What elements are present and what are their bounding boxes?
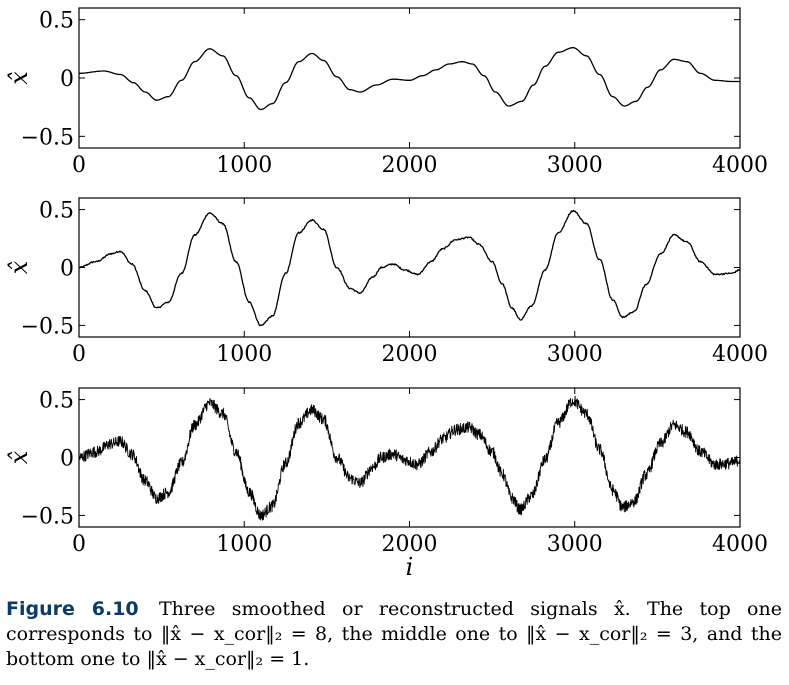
plot-frame-bottom bbox=[78, 387, 741, 528]
x-tick-label-bottom-4: 4000 bbox=[712, 532, 768, 557]
y-tick-label-middle-1: 0 bbox=[60, 257, 74, 282]
x-tick-label-bottom-1: 1000 bbox=[216, 532, 272, 557]
y-axis-label-bottom: x̂ bbox=[5, 450, 33, 464]
y-tick-label-bottom-1: 0 bbox=[60, 447, 74, 472]
x-tick-label-top-4: 4000 bbox=[712, 153, 768, 178]
y-tick-label-bottom-0: −0.5 bbox=[21, 504, 74, 529]
x-tick-label-middle-2: 2000 bbox=[382, 342, 438, 367]
x-tick-label-middle-3: 3000 bbox=[547, 342, 603, 367]
series-line-top bbox=[79, 47, 740, 111]
y-tick-label-middle-0: −0.5 bbox=[21, 314, 74, 339]
y-tick-label-top-1: 0 bbox=[60, 67, 74, 92]
x-tick-label-bottom-2: 2000 bbox=[382, 532, 438, 557]
caption-label: Figure 6.10 bbox=[6, 598, 139, 620]
plot-frame-top bbox=[78, 7, 741, 149]
x-tick-label-top-2: 2000 bbox=[382, 153, 438, 178]
x-tick-label-middle-0: 0 bbox=[72, 342, 86, 367]
x-axis-label: i bbox=[406, 553, 414, 581]
series-line-bottom bbox=[78, 395, 741, 521]
figure-plots: 0 1000 2000 3000 4000 −0.5 0 0.5 x̂ 0 1000 2000 3000… bbox=[5, 7, 768, 581]
x-tick-label-top-3: 3000 bbox=[547, 153, 603, 178]
y-tick-label-top-2: 0.5 bbox=[39, 9, 74, 34]
y-tick-label-middle-2: 0.5 bbox=[39, 199, 74, 224]
x-tick-label-bottom-3: 3000 bbox=[547, 532, 603, 557]
plot-panel-bottom: 0 1000 2000 3000 4000 −0.5 0 0.5 x̂ i bbox=[5, 387, 768, 581]
caption-text: Three smoothed or reconstructed signals … bbox=[6, 598, 782, 670]
y-axis-label-top: x̂ bbox=[5, 71, 33, 85]
figure-caption: Figure 6.10 Three smoothed or reconstruc… bbox=[6, 597, 782, 672]
x-tick-label-middle-4: 4000 bbox=[712, 342, 768, 367]
y-axis-label-middle: x̂ bbox=[5, 260, 33, 274]
x-tick-label-top-1: 1000 bbox=[216, 153, 272, 178]
plot-frame-middle bbox=[78, 197, 741, 338]
series-line-middle bbox=[78, 209, 741, 327]
x-tick-label-top-0: 0 bbox=[72, 153, 86, 178]
plot-panel-middle: 0 1000 2000 3000 4000 −0.5 0 0.5 x̂ bbox=[5, 197, 768, 367]
x-tick-label-bottom-0: 0 bbox=[72, 532, 86, 557]
x-tick-label-middle-1: 1000 bbox=[216, 342, 272, 367]
plot-panel-top: 0 1000 2000 3000 4000 −0.5 0 0.5 x̂ bbox=[5, 7, 768, 178]
y-tick-label-bottom-2: 0.5 bbox=[39, 389, 74, 414]
y-tick-label-top-0: −0.5 bbox=[21, 125, 74, 150]
